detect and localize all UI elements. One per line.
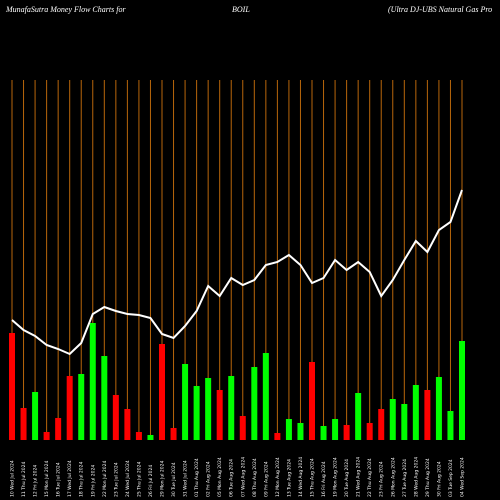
x-tick-label: 06 Tue Aug 2024	[229, 459, 235, 497]
flow-bar	[193, 386, 200, 440]
flow-bar	[182, 364, 189, 440]
x-tick-label: 16 Tue Jul 2024	[56, 462, 62, 497]
chart-title: MunafaSutra Money Flow Charts for	[5, 5, 126, 14]
flow-bar	[216, 390, 223, 440]
x-tick-label: 26 Fri Jul 2024	[148, 465, 154, 497]
flow-bar	[401, 404, 408, 440]
flow-bar	[274, 433, 281, 440]
x-tick-label: 03 Tue Sep 2024	[448, 459, 454, 497]
price-line	[11, 189, 463, 356]
x-tick-label: 22 Mon Jul 2024	[102, 460, 108, 497]
x-tick-label: 04 Wed Sep 2024	[460, 457, 466, 497]
flow-bar	[9, 333, 15, 440]
x-tick-label: 14 Wed Aug 2024	[298, 457, 304, 497]
flow-bar	[43, 432, 50, 440]
flow-bar	[389, 399, 396, 440]
flow-bar	[262, 353, 269, 440]
subtitle: (Ultra DJ-UBS Natural Gas Pro	[388, 5, 492, 14]
flow-bar	[101, 356, 108, 440]
x-tick-label: 05 Mon Aug 2024	[217, 457, 223, 497]
x-tick-label: 12 Mon Aug 2024	[275, 457, 281, 497]
flow-bar	[332, 419, 339, 440]
flow-bar	[32, 392, 39, 440]
x-tick-label: 12 Fri Jul 2024	[33, 465, 39, 497]
flow-bar	[135, 432, 142, 440]
flow-bar	[228, 376, 235, 440]
x-tick-label: 15 Mon Jul 2024	[44, 460, 50, 497]
flow-bar	[124, 409, 131, 440]
x-tick-label: 07 Wed Aug 2024	[240, 457, 246, 497]
flow-bar	[447, 411, 454, 440]
x-tick-label: 09 Fri Aug 2024	[263, 461, 269, 497]
x-tick-label: 24 Wed Jul 2024	[125, 460, 131, 497]
x-tick-label: 01 Thu Aug 2024	[194, 458, 200, 497]
flow-bar	[251, 367, 258, 440]
flow-bar	[424, 390, 431, 440]
flow-bar	[170, 428, 177, 440]
x-tick-label: 08 Thu Aug 2024	[252, 458, 258, 497]
x-tick-label: 31 Wed Jul 2024	[183, 460, 189, 497]
x-tick-label: 23 Tue Jul 2024	[113, 462, 119, 497]
x-tick-label: 27 Tue Aug 2024	[402, 459, 408, 497]
x-tick-label: 15 Thu Aug 2024	[310, 458, 316, 497]
x-tick-label: 16 Fri Aug 2024	[321, 461, 327, 497]
x-tick-label: 22 Thu Aug 2024	[367, 458, 373, 497]
flow-bar	[309, 362, 315, 440]
x-tick-label: 30 Tue Jul 2024	[171, 462, 177, 497]
flow-bar	[412, 385, 419, 440]
x-tick-label: 23 Fri Aug 2024	[379, 461, 385, 497]
flow-bar	[239, 416, 246, 440]
flow-bar	[343, 425, 350, 440]
x-tick-label: 17 Wed Jul 2024	[67, 460, 73, 497]
flow-bar	[112, 395, 119, 440]
symbol: BOIL	[232, 5, 250, 14]
flow-bar	[435, 377, 442, 440]
flow-bar	[355, 393, 362, 440]
flow-bar	[159, 344, 165, 440]
x-tick-label: 21 Wed Aug 2024	[356, 457, 362, 497]
x-tick-label: 30 Fri Aug 2024	[436, 461, 442, 497]
x-tick-label: 20 Tue Aug 2024	[344, 459, 350, 497]
flow-bar	[285, 419, 292, 440]
flow-bar	[320, 426, 327, 440]
x-tick-label: 11 Thu Jul 2024	[21, 462, 27, 497]
flow-bar	[378, 409, 385, 440]
x-tick-label: 29 Thu Aug 2024	[425, 458, 431, 497]
x-tick-label: 02 Fri Aug 2024	[206, 461, 212, 497]
flow-bar	[205, 378, 212, 440]
flow-bar	[55, 418, 62, 440]
x-tick-label: 13 Tue Aug 2024	[286, 459, 292, 497]
x-tick-label: 18 Thu Jul 2024	[79, 462, 85, 497]
flow-bar	[66, 376, 73, 440]
flow-bar	[20, 408, 27, 440]
flow-bar	[78, 374, 85, 440]
flow-bar	[459, 341, 465, 440]
x-tick-label: 25 Thu Jul 2024	[136, 462, 142, 497]
x-tick-label: 19 Mon Aug 2024	[333, 457, 339, 497]
x-tick-label: 10 Wed Jul 2024	[10, 460, 16, 497]
x-tick-label: 19 Fri Jul 2024	[90, 465, 96, 497]
x-tick-label: 26 Mon Aug 2024	[390, 457, 396, 497]
flow-bar	[297, 423, 304, 440]
flow-bar	[366, 423, 373, 440]
flow-bar	[89, 323, 96, 440]
x-tick-label: 28 Wed Aug 2024	[413, 457, 419, 497]
x-tick-label: 29 Mon Jul 2024	[160, 460, 166, 497]
flow-bar	[147, 435, 154, 440]
